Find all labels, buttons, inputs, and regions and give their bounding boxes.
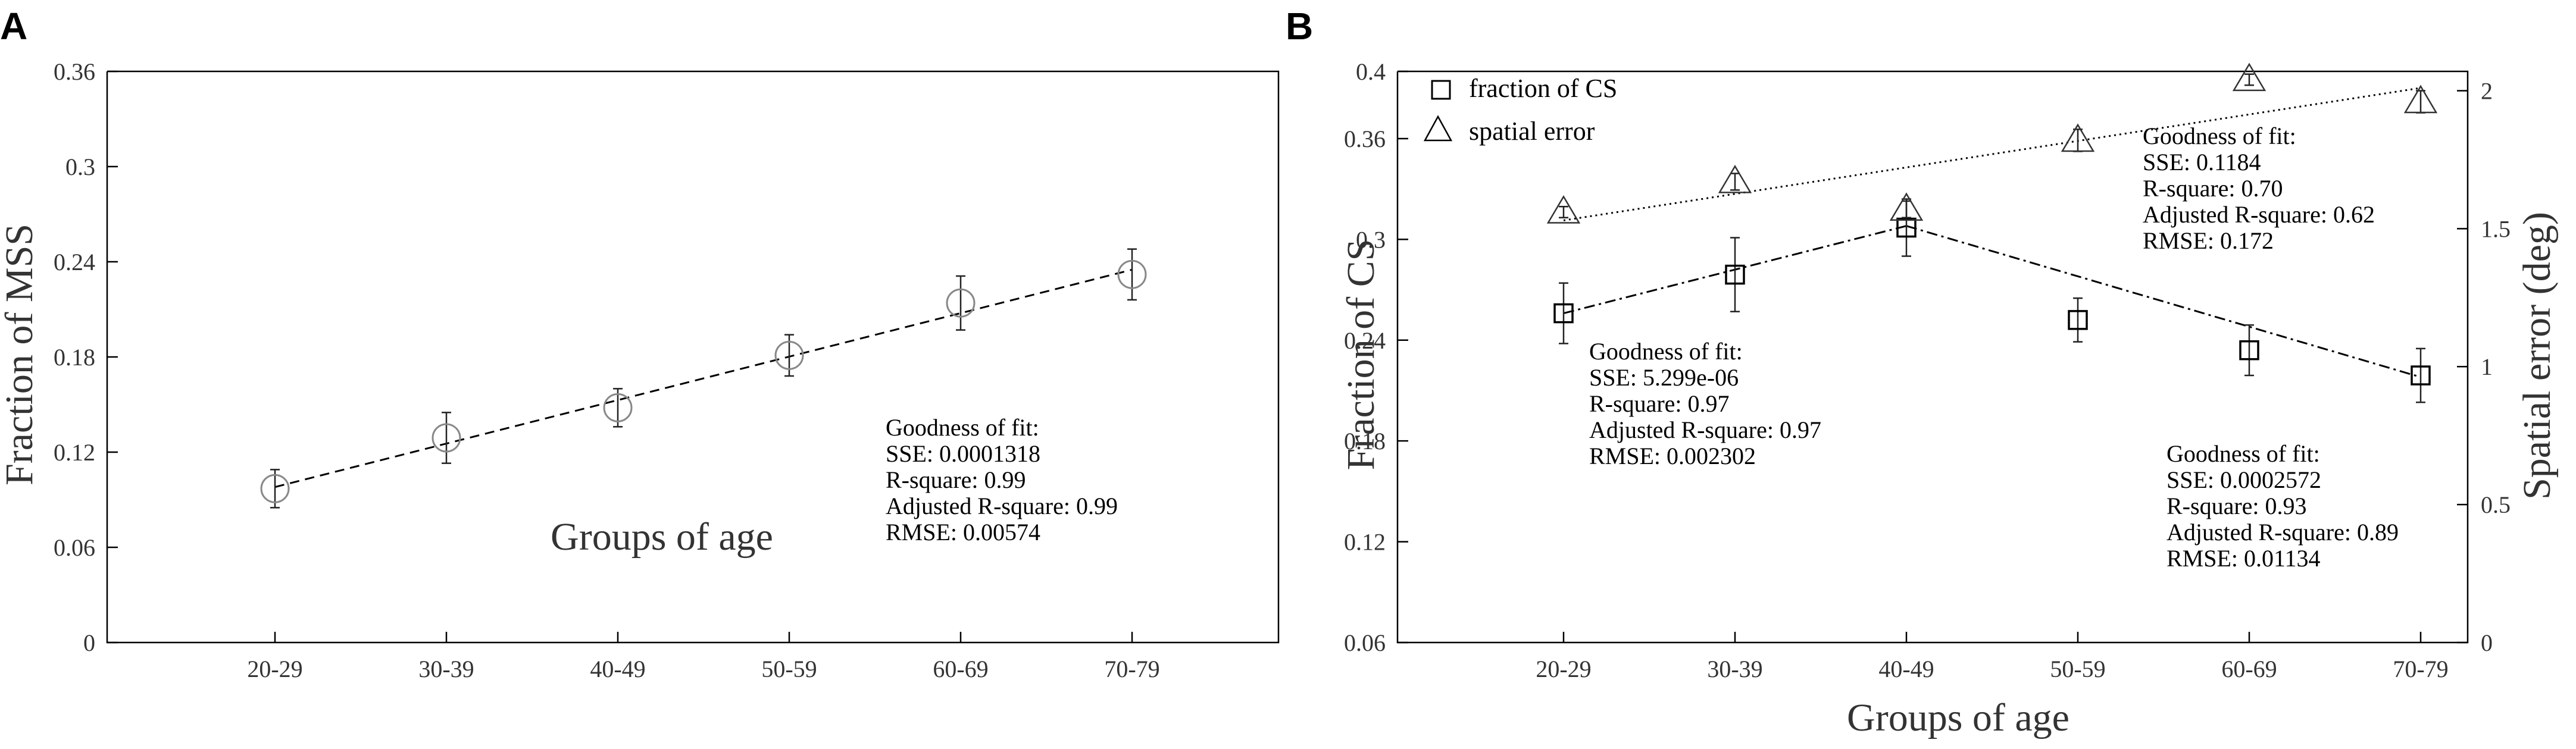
fit-line-dashed <box>274 268 1133 488</box>
legend-square-icon <box>1431 80 1451 100</box>
data-point-triangle <box>2232 62 2266 92</box>
panel-a-letter: A <box>0 5 27 48</box>
data-point-square <box>1896 217 1917 238</box>
y-tick-label: 0.12 <box>1344 529 1386 556</box>
y-tick-label: 0.06 <box>54 534 95 561</box>
data-point-circle <box>432 423 461 453</box>
x-tick-label: 70-79 <box>1104 656 1159 682</box>
y-tick-label: 0.36 <box>54 58 95 85</box>
panel-b-y-axis-label: Fraction of CS <box>1339 239 1383 471</box>
x-tick-label: 50-59 <box>2050 656 2105 682</box>
panel-a-goodness-of-fit: Goodness of fit:SSE: 0.0001318R-square: … <box>886 414 1118 546</box>
panel-b-legend: fraction of CS spatial error <box>1423 74 1617 146</box>
fit-line-dashdot <box>1906 225 2421 378</box>
legend-label-fraction-of-cs: fraction of CS <box>1469 74 1617 103</box>
data-point-triangle <box>1546 195 1581 224</box>
right-y-tick-label: 0 <box>2481 629 2493 656</box>
y-tick-label: 0.3 <box>65 153 95 180</box>
x-tick-label: 60-69 <box>2221 656 2277 682</box>
x-tick-label: 50-59 <box>761 656 817 682</box>
goodness-of-fit-line: Goodness of fit: <box>886 414 1039 441</box>
panel-b-letter: B <box>1286 5 1313 48</box>
data-point-square <box>2068 310 2088 330</box>
data-point-circle <box>774 340 804 370</box>
y-tick-label: 0.18 <box>1344 428 1386 455</box>
data-point-square <box>1725 264 1745 285</box>
right-y-tick-label: 0.5 <box>2481 491 2511 518</box>
x-tick-label: 30-39 <box>418 656 474 682</box>
data-point-triangle <box>2403 84 2438 114</box>
y-tick-label: 0.24 <box>1344 327 1386 354</box>
panel-a-fit-line <box>274 268 1133 488</box>
goodness-of-fit-line: RMSE: 0.002302 <box>1589 443 1756 469</box>
panel-b-right-y-axis-label: Spatial error (deg) <box>2515 212 2559 500</box>
goodness-of-fit-line: Goodness of fit: <box>2167 440 2320 467</box>
x-tick-label: 40-49 <box>590 656 645 682</box>
goodness-of-fit-line: SSE: 0.0001318 <box>886 440 1040 467</box>
panel-a-y-axis-label: Fraction of MSS <box>0 224 41 485</box>
goodness-of-fit-line: SSE: 5.299e-06 <box>1589 364 1739 391</box>
goodness-of-fit-line: Adjusted R-square: 0.99 <box>886 493 1118 519</box>
goodness-of-fit-line: SSE: 0.1184 <box>2143 149 2261 176</box>
panel-a-chart: A 0 0.06 0.12 0.18 0.24 0.3 0.36 20-29 30-39 40-4… <box>0 5 1280 682</box>
data-point-triangle <box>2061 123 2095 152</box>
x-tick-label: 20-29 <box>1536 656 1591 682</box>
data-point-circle <box>603 393 633 422</box>
x-tick-label: 60-69 <box>933 656 988 682</box>
y-tick-label: 0.24 <box>54 249 95 275</box>
goodness-of-fit-line: RMSE: 0.172 <box>2143 227 2274 254</box>
data-point-square <box>1553 303 1574 324</box>
data-point-triangle <box>1889 192 1924 221</box>
goodness-of-fit-line: R-square: 0.93 <box>2167 493 2307 519</box>
y-tick-label: 0 <box>83 629 95 656</box>
y-tick-label: 0.3 <box>1356 226 1386 253</box>
panel-b-chart: B 0.06 0.12 0.18 0.24 0.3 0.36 0.4 0 0.5 1 1.5 2 20-… <box>1286 5 2559 739</box>
goodness-of-fit-line: RMSE: 0.00574 <box>886 519 1040 546</box>
right-y-tick-label: 2 <box>2481 77 2493 104</box>
panel-b-x-axis-label: Groups of age <box>1847 696 2069 739</box>
y-tick-label: 0.18 <box>54 344 95 371</box>
data-point-circle <box>946 288 976 318</box>
data-point-triangle <box>1718 165 1752 193</box>
y-tick-label: 0.06 <box>1344 629 1386 656</box>
panel-a-data-points <box>260 248 1147 509</box>
y-tick-label: 0.36 <box>1344 126 1386 152</box>
goodness-of-fit-line: R-square: 0.97 <box>1589 390 1730 417</box>
x-tick-label: 70-79 <box>2393 656 2448 682</box>
goodness-of-fit-line: RMSE: 0.01134 <box>2167 545 2321 572</box>
right-y-tick-label: 1.5 <box>2481 215 2511 242</box>
y-tick-label: 0.12 <box>54 439 95 466</box>
goodness-of-fit-line: Adjusted R-square: 0.89 <box>2167 519 2399 546</box>
panel-b-data-points <box>1546 62 2438 403</box>
panel-a-x-axis-label: Groups of age <box>551 515 773 559</box>
goodness-of-fit-line: Goodness of fit: <box>2143 123 2296 149</box>
legend-label-spatial-error: spatial error <box>1469 117 1595 146</box>
x-tick-label: 40-49 <box>1878 656 1934 682</box>
x-tick-label: 30-39 <box>1707 656 1762 682</box>
goodness-of-fit-line: SSE: 0.0002572 <box>2167 466 2321 493</box>
data-point-circle <box>1117 259 1147 289</box>
goodness-of-fit-line: Goodness of fit: <box>1589 338 1743 365</box>
x-tick-label: 20-29 <box>247 656 302 682</box>
legend-triangle-icon <box>1423 115 1453 142</box>
goodness-of-fit-line: R-square: 0.99 <box>886 466 1026 493</box>
goodness-of-fit-line: Adjusted R-square: 0.97 <box>1589 416 1821 443</box>
data-point-square <box>2411 365 2431 386</box>
data-point-square <box>2239 340 2259 361</box>
right-y-tick-label: 1 <box>2481 353 2493 380</box>
panel-b-ticks: 0.06 0.12 0.18 0.24 0.3 0.36 0.4 0 0.5 1 1.5 2 20-29… <box>1344 58 2511 682</box>
panel-a-ticks: 0 0.06 0.12 0.18 0.24 0.3 0.36 20-29 30-39 40-49 5… <box>54 58 1160 682</box>
goodness-of-fit-line: R-square: 0.70 <box>2143 175 2283 202</box>
y-tick-label: 0.4 <box>1356 58 1386 85</box>
goodness-of-fit-line: Adjusted R-square: 0.62 <box>2143 201 2375 228</box>
data-point-circle <box>260 474 290 503</box>
